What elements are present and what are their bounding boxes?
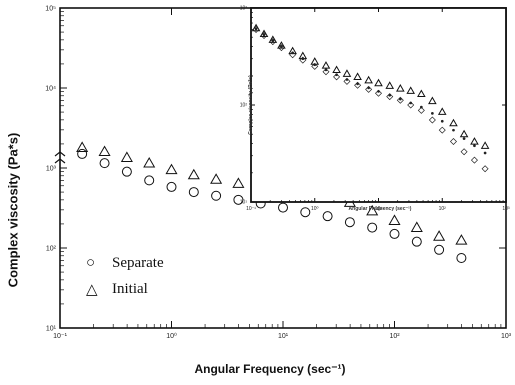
y-axis-label: Complex viscosity (Pa*s)	[2, 95, 24, 325]
inset-dot-point	[399, 98, 402, 101]
inset-dot-point	[431, 112, 434, 115]
y-axis-label-text: Complex viscosity (Pa*s)	[6, 133, 21, 288]
main-y-tick-label: 10¹	[46, 325, 57, 332]
inset-plot-area: 10⁻¹ 10⁰ 10¹ 10² 10³10¹10²10³	[240, 6, 510, 212]
inset-x-axis-label: Angular Frequency (sec⁻¹)	[300, 206, 460, 212]
legend-label-separate: Separate	[112, 255, 164, 272]
inset-y-tick-label: 10¹	[240, 200, 248, 206]
legend-item-initial: △ Initial	[86, 276, 164, 302]
circle-marker-icon: ○	[86, 255, 106, 272]
inset-dot-point	[356, 83, 359, 86]
main-y-tick-label: 10⁴	[45, 85, 56, 92]
inset-y-tick-label: 10³	[240, 6, 248, 12]
main-y-tick-label: 10³	[46, 165, 57, 172]
main-x-tick-label: 10⁰	[166, 332, 177, 340]
inset-dot-point	[388, 94, 391, 97]
inset-dot-point	[325, 69, 328, 72]
inset-dot-point	[441, 120, 444, 123]
inset-frame	[251, 8, 506, 202]
inset-dot-point	[291, 51, 294, 54]
inset-dot-point	[271, 39, 274, 42]
inset-dot-point	[420, 106, 423, 109]
inset-dot-point	[280, 45, 283, 48]
inset-x-tick-label: 10⁻¹	[246, 206, 256, 212]
inset-dot-point	[377, 90, 380, 93]
inset-y-axis-label: Complex viscosity (Pa*s)	[243, 20, 259, 190]
triangle-marker-icon: △	[86, 280, 106, 299]
x-axis-label: Angular Frequency (sec⁻¹)	[120, 362, 420, 376]
inset-dot-point	[263, 33, 266, 36]
main-y-tick-label: 10²	[46, 245, 57, 252]
legend: ○ Separate △ Initial	[86, 250, 164, 302]
inset-dot-point	[409, 102, 412, 105]
inset-dot-point	[452, 129, 455, 132]
main-x-tick-label: 10²	[389, 333, 400, 340]
inset-y-axis-label-text: Complex viscosity (Pa*s)	[248, 75, 254, 134]
inset-dot-point	[473, 144, 476, 147]
main-x-tick-label: 10¹	[278, 333, 289, 340]
legend-label-initial: Initial	[112, 281, 148, 298]
inset-dot-point	[301, 57, 304, 60]
inset-dot-point	[313, 63, 316, 66]
main-x-tick-label: 10³	[501, 333, 512, 340]
inset-dot-point	[346, 78, 349, 81]
inset-x-tick-label: 10³	[502, 206, 510, 212]
main-y-tick-label: 10⁵	[45, 5, 56, 12]
inset-dot-point	[335, 73, 338, 76]
inset-dot-point	[484, 152, 487, 155]
inset-dot-point	[463, 137, 466, 140]
inset-dot-point	[367, 87, 370, 90]
main-x-tick-label: 10⁻¹	[53, 333, 67, 340]
legend-item-separate: ○ Separate	[86, 250, 164, 276]
